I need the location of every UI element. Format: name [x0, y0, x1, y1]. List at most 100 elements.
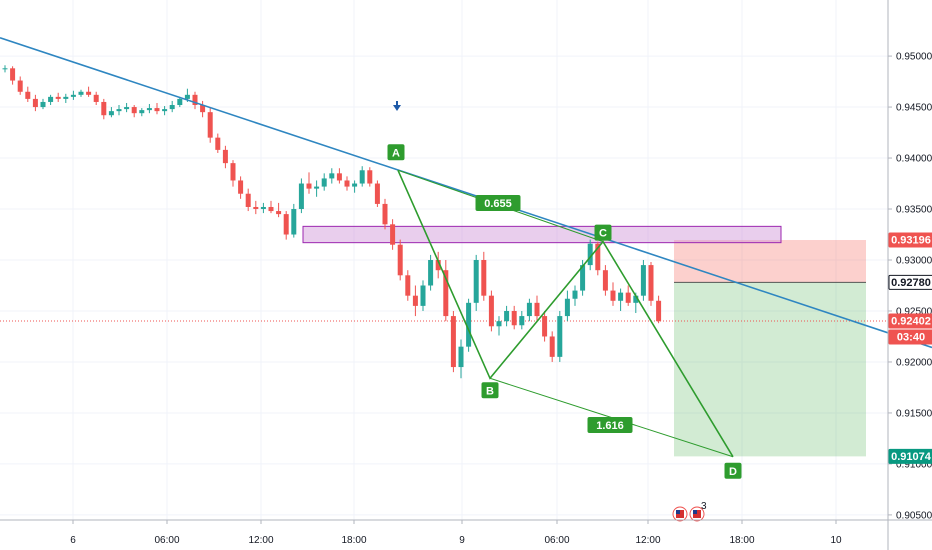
ratio-label-ac[interactable]: 0.655 [475, 195, 521, 211]
price-axis[interactable]: 0.95000 0.94500 0.94000 0.93500 0.93000 0.925… [887, 0, 932, 550]
candle [276, 202, 282, 218]
candle [146, 104, 152, 114]
candle-body [238, 180, 244, 194]
price-label[interactable]: 0.93196 [888, 232, 932, 248]
candle-body [504, 310, 510, 322]
candle [564, 290, 570, 322]
price-label[interactable]: 0.92402 [888, 313, 932, 329]
candle-body [602, 270, 608, 291]
candle-body [207, 112, 213, 138]
pattern-point-c-text: C [599, 228, 607, 240]
candle [496, 316, 502, 336]
price-label-text: 0.92780 [891, 277, 931, 289]
candle [458, 339, 464, 379]
candle [306, 172, 312, 194]
pattern-point-a[interactable]: A [387, 144, 405, 161]
candle-body [526, 302, 532, 317]
candle-body [10, 68, 16, 81]
candle-body [542, 316, 548, 337]
candle-body [344, 180, 350, 187]
time-tick-label: 06:00 [154, 535, 179, 546]
time-tick-label: 6 [70, 535, 76, 546]
time-tick-label: 9 [459, 535, 465, 546]
ratio-label-bd[interactable]: 1.616 [587, 417, 633, 433]
candle [321, 173, 327, 191]
flag-canton [693, 510, 697, 514]
economic-events[interactable]: 3 [672, 501, 707, 522]
candle-body [108, 111, 114, 116]
candle [116, 105, 122, 116]
candle-body [367, 170, 373, 184]
candle-body [329, 173, 335, 179]
candle [367, 167, 373, 187]
candle-body [139, 110, 145, 114]
events-count: 3 [701, 501, 707, 512]
pattern-point-d[interactable]: D [724, 462, 742, 479]
pattern-point-b-text: B [486, 385, 494, 397]
candle-body [177, 98, 183, 106]
candle [549, 331, 555, 362]
candle-body [146, 108, 152, 111]
price-tick-label: 0.91500 [896, 408, 932, 419]
candle [656, 295, 662, 324]
candle [534, 295, 540, 322]
candlestick-series [2, 65, 662, 379]
candle [298, 178, 304, 214]
candle [473, 254, 479, 311]
candle [2, 65, 8, 73]
price-label[interactable]: 0.92780 [888, 274, 932, 290]
chart-drawings[interactable]: A B C D 0.655 1.616 3 [0, 36, 932, 522]
candle [177, 96, 183, 108]
candle-body [215, 137, 221, 150]
candle-body [443, 270, 449, 317]
candle [40, 98, 46, 110]
candle [48, 94, 54, 106]
candle [215, 133, 221, 153]
candle [63, 93, 69, 103]
time-tick-label: 12:00 [248, 535, 273, 546]
candle-body [298, 183, 304, 210]
pattern-point-b-bg [481, 382, 499, 399]
candle-body [640, 265, 646, 296]
candle [450, 310, 456, 373]
price-label[interactable]: 0.91074 [888, 448, 932, 464]
candle [390, 219, 396, 250]
candle [344, 176, 350, 191]
pattern-point-b[interactable]: B [481, 382, 499, 399]
candle-body [450, 316, 456, 368]
candle [32, 94, 38, 112]
candle [124, 102, 130, 113]
candle-body [230, 163, 236, 181]
candle-body [625, 292, 631, 303]
candle [169, 100, 175, 113]
candle-body [488, 295, 494, 327]
pattern-point-d-text: D [729, 466, 737, 478]
candle-body [253, 206, 259, 210]
price-tick-label: 0.91000 [896, 459, 932, 470]
candle [511, 305, 517, 330]
position-zones [0, 225, 888, 457]
candle [139, 108, 145, 117]
price-tick-label: 0.93000 [896, 256, 932, 267]
candle [238, 176, 244, 199]
resistance-zone [302, 225, 782, 244]
candle-body [154, 108, 160, 112]
candle [374, 180, 380, 207]
pattern-legs [397, 169, 734, 458]
candle-body [17, 80, 23, 92]
time-axis[interactable]: 6 06:00 12:00 18:00 9 06:00 12:00 18:00 10 [0, 519, 932, 546]
candle-body [321, 178, 327, 187]
candle [131, 105, 137, 118]
candle-body [314, 186, 320, 189]
flag-canton [676, 510, 680, 514]
price-label[interactable]: 03:40 [888, 329, 932, 345]
candle [435, 251, 441, 279]
candle-body [86, 91, 92, 95]
candle [625, 285, 631, 306]
candle-body [633, 295, 639, 303]
pattern-point-c[interactable]: C [594, 224, 612, 241]
price-label-text: 0.93196 [891, 235, 931, 247]
candle [222, 145, 228, 169]
arrow-down-icon[interactable] [393, 101, 401, 111]
